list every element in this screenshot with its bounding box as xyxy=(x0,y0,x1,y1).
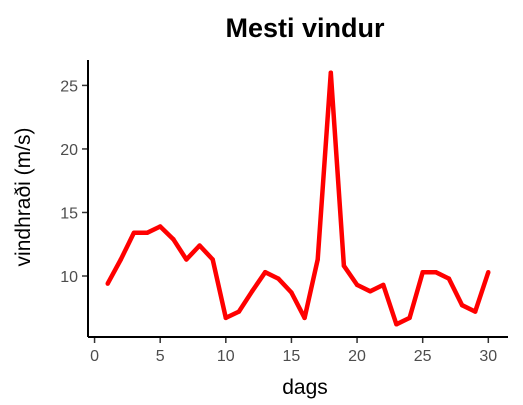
y-tick-label: 10 xyxy=(60,269,78,286)
data-point xyxy=(394,322,399,327)
data-point xyxy=(262,269,268,275)
data-point xyxy=(118,257,124,262)
data-point xyxy=(315,257,320,262)
data-point xyxy=(197,243,202,248)
data-point xyxy=(407,315,412,321)
data-point xyxy=(210,257,215,262)
x-tick-label: 20 xyxy=(348,348,366,365)
x-tick-label: 25 xyxy=(414,348,432,365)
data-point xyxy=(381,282,386,288)
data-point xyxy=(446,276,452,281)
data-point xyxy=(171,236,176,242)
x-tick-label: 30 xyxy=(479,348,497,365)
x-tick-label: 10 xyxy=(217,348,235,365)
data-point xyxy=(236,309,242,314)
data-point xyxy=(157,224,163,229)
wind-speed-line xyxy=(105,70,491,327)
data-point xyxy=(223,315,229,321)
x-tick-label: 0 xyxy=(90,348,99,365)
data-point xyxy=(184,257,189,262)
chart-title: Mesti vindur xyxy=(225,13,385,43)
data-point xyxy=(276,276,281,281)
data-point xyxy=(289,290,294,295)
data-point xyxy=(420,269,425,275)
y-tick-label: 15 xyxy=(60,205,78,222)
data-point xyxy=(433,269,439,275)
y-axis-ticks: 10 15 20 25 xyxy=(60,78,88,286)
x-axis-ticks: 0 5 10 15 20 25 30 xyxy=(90,337,497,365)
data-points xyxy=(105,70,491,327)
y-tick-label: 25 xyxy=(60,78,78,95)
x-tick-label: 15 xyxy=(283,348,301,365)
data-point xyxy=(341,263,347,269)
data-point xyxy=(354,282,360,288)
data-point xyxy=(328,70,334,75)
data-point xyxy=(131,230,137,236)
y-axis-label: vindhraði (m/s) xyxy=(12,128,35,267)
x-tick-label: 5 xyxy=(156,348,165,365)
data-point xyxy=(302,315,307,321)
data-point xyxy=(105,281,110,286)
data-point xyxy=(249,289,255,294)
data-point xyxy=(144,230,150,236)
data-point xyxy=(472,309,478,314)
data-point xyxy=(367,289,373,294)
data-point xyxy=(459,303,465,308)
x-axis-label: dags xyxy=(282,376,328,399)
y-tick-label: 20 xyxy=(60,142,78,159)
data-point xyxy=(486,269,491,275)
